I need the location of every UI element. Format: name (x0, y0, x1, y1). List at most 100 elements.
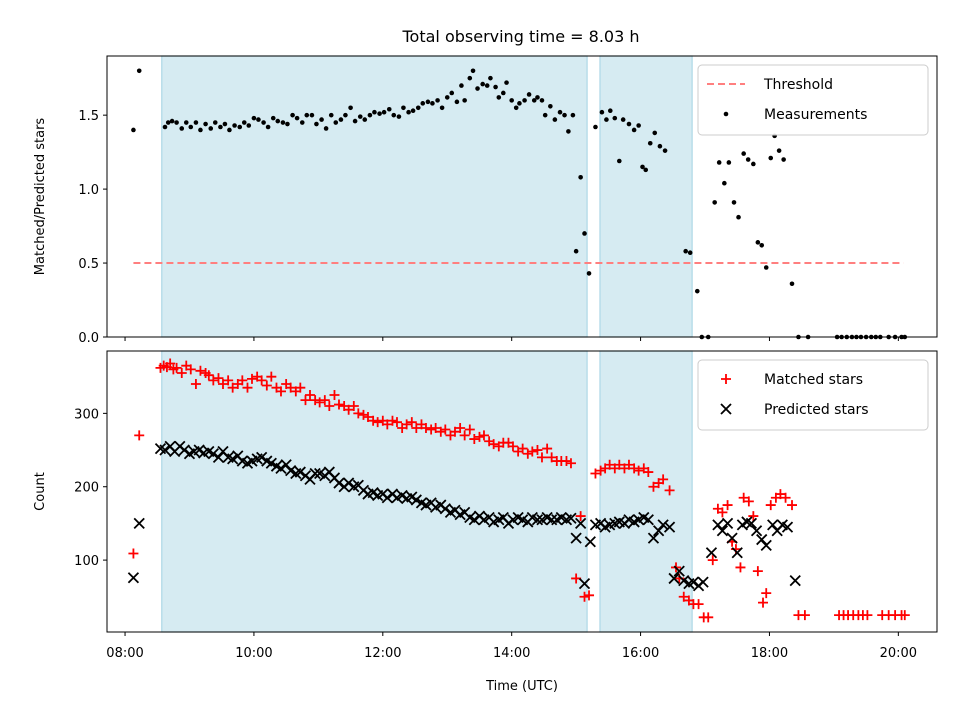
measurement-point (557, 109, 563, 115)
measurement-point (275, 118, 281, 124)
matched-star-point (459, 430, 470, 441)
measurement-point (612, 115, 618, 121)
measurement-point (435, 98, 440, 103)
measurement-point (227, 127, 232, 133)
measurement-point (280, 120, 286, 125)
measurement-point (586, 271, 592, 276)
measurement-point (759, 243, 765, 248)
predicted-star-point (781, 521, 794, 533)
measurement-point (198, 127, 203, 133)
matched-star-point (353, 408, 364, 419)
matched-star-point (440, 424, 451, 435)
legend-label: Matched stars (764, 372, 863, 388)
matched-star-point (430, 423, 441, 434)
measurement-point (386, 106, 392, 112)
matched-star-point (722, 500, 733, 511)
predicted-star-point (207, 448, 219, 460)
matched-star-point (261, 380, 272, 391)
measurement-point (381, 109, 387, 115)
measurement-point (251, 115, 257, 121)
x-tick-label: 14:00 (493, 646, 530, 661)
y-tick-label: 100 (74, 554, 99, 569)
measurement-point (755, 240, 761, 245)
measurement-point (425, 99, 431, 105)
predicted-star-point (280, 459, 292, 471)
measurement-point (566, 129, 571, 134)
matched-star-point (899, 610, 910, 621)
matched-star-point (329, 390, 340, 401)
predicted-star-point (697, 576, 709, 588)
predicted-star-point (745, 517, 758, 530)
measurement-point (377, 111, 382, 116)
measurement-point (789, 281, 795, 287)
matched-star-point (348, 401, 359, 412)
matched-star-point (799, 610, 810, 621)
legend-label: Measurements (764, 107, 867, 123)
measurement-point (687, 250, 693, 255)
matched-star-point (678, 591, 689, 602)
measurement-point (193, 120, 199, 125)
measurement-point (222, 121, 228, 127)
measurement-point (174, 120, 179, 125)
measurement-point (338, 117, 344, 122)
measurement-point (396, 114, 402, 119)
measurement-point (246, 123, 252, 128)
matched-star-point (658, 474, 669, 485)
predicted-star-point (760, 539, 772, 552)
shaded-interval (599, 350, 693, 633)
shaded-interval (161, 55, 588, 338)
measurement-point (261, 120, 266, 125)
matched-star-point (614, 459, 625, 470)
matched-star-point (590, 468, 601, 479)
matched-star-point (643, 467, 654, 478)
measurement-point (517, 101, 522, 106)
matched-star-point (246, 373, 257, 384)
predicted-star-point (265, 457, 277, 469)
measurement-point (415, 105, 421, 111)
matched-star-point (387, 415, 398, 426)
measurement-point (599, 109, 605, 115)
matched-star-point (862, 610, 873, 621)
measurement-point (643, 167, 649, 173)
chart-title: Total observing time = 8.03 h (401, 27, 639, 46)
x-tick-label: 20:00 (880, 646, 917, 661)
matched-star-point (285, 382, 296, 393)
matched-star-point (474, 431, 485, 442)
measurement-point (314, 121, 319, 127)
predicted-star-point (294, 466, 306, 478)
matched-star-point (368, 415, 379, 426)
matched-star-point (527, 446, 538, 457)
predicted-star-point (705, 547, 718, 559)
predicted-star-point (133, 517, 145, 530)
measurement-point (169, 118, 175, 124)
measurement-point (470, 68, 476, 74)
measurement-point (539, 98, 545, 103)
matched-star-point (703, 612, 714, 623)
measurement-point (604, 117, 609, 122)
measurement-point (562, 112, 567, 118)
matched-star-point (571, 573, 582, 584)
measurement-point (304, 112, 310, 118)
measurement-point (640, 164, 645, 170)
matched-star-point (536, 452, 547, 463)
predicted-star-point (712, 519, 724, 531)
measurement-point (475, 86, 480, 91)
legend-label: Predicted stars (764, 402, 869, 418)
y-tick-label: 200 (74, 481, 99, 496)
matched-star-point (237, 375, 248, 386)
legend-matched-swatch (721, 374, 731, 384)
measurement-point (607, 108, 613, 114)
measurement-point (763, 265, 769, 270)
predicted-star-point (565, 512, 577, 524)
measurement-point (694, 288, 700, 294)
measurement-point (531, 98, 537, 103)
measurement-point (165, 120, 171, 125)
measurement-point (162, 124, 168, 130)
y-axis-label: Count (33, 472, 48, 511)
matched-star-point (266, 371, 277, 382)
measurement-point (218, 124, 223, 130)
matched-star-point (343, 404, 354, 415)
measurement-point (731, 200, 737, 205)
measurement-point (526, 92, 532, 97)
measurement-point (513, 105, 519, 111)
